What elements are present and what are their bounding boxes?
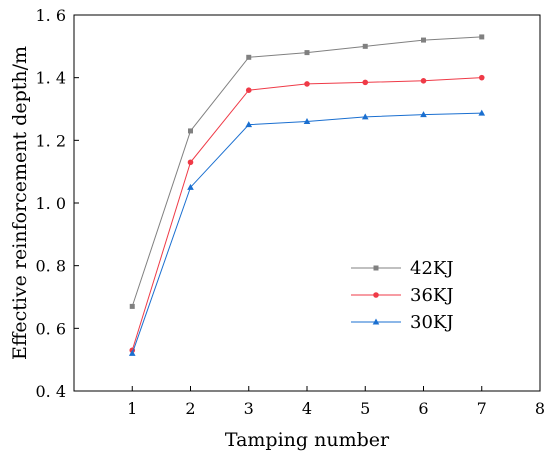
legend-label: 36KJ xyxy=(410,285,454,306)
y-tick-label: 0. 4 xyxy=(35,382,66,401)
x-tick-label: 2 xyxy=(185,399,195,418)
series-30KJ xyxy=(128,109,486,356)
y-tick-label: 1. 0 xyxy=(35,194,66,213)
y-axis-title: Effective reinforcement depth/m xyxy=(9,46,31,360)
series-layer xyxy=(128,34,486,356)
x-tick-label: 7 xyxy=(477,399,487,418)
legend-marker xyxy=(372,318,380,325)
data-point-30KJ xyxy=(245,121,253,128)
x-tick-label: 8 xyxy=(535,399,545,418)
x-tick-label: 6 xyxy=(418,399,428,418)
series-36KJ xyxy=(129,74,485,354)
legend-label: 42KJ xyxy=(410,258,454,279)
data-point-36KJ xyxy=(420,78,427,84)
data-point-42KJ xyxy=(129,303,135,309)
data-point-36KJ xyxy=(187,159,194,166)
axis-ticks: 1 2 3 4 5 6 7 8 0. 4 0. 6 0. 8 1. 0 1. 2 1. 4 1. 6 xyxy=(35,6,545,418)
legend-item-30KJ: 30KJ xyxy=(351,312,454,333)
x-tick-label: 5 xyxy=(360,399,370,418)
data-point-42KJ xyxy=(362,43,368,49)
y-tick-label: 1. 4 xyxy=(35,69,66,88)
data-point-30KJ xyxy=(361,113,369,120)
data-point-36KJ xyxy=(362,79,369,86)
data-point-30KJ xyxy=(420,111,427,118)
y-tick-label: 1. 6 xyxy=(35,6,66,25)
data-point-36KJ xyxy=(304,81,310,87)
data-point-42KJ xyxy=(421,37,426,43)
legend-label: 30KJ xyxy=(410,312,454,333)
data-point-30KJ xyxy=(303,118,311,125)
legend: 42KJ 36KJ 30KJ xyxy=(351,258,454,333)
legend-item-42KJ: 42KJ xyxy=(351,258,454,279)
data-point-42KJ xyxy=(479,34,485,40)
y-tick-label: 0. 6 xyxy=(35,319,66,338)
x-axis-title: Tamping number xyxy=(225,429,390,451)
plot-frame xyxy=(73,14,541,392)
data-point-42KJ xyxy=(188,128,193,134)
data-point-42KJ xyxy=(304,50,310,56)
data-point-30KJ xyxy=(128,349,136,356)
legend-marker xyxy=(373,292,379,298)
data-point-42KJ xyxy=(246,54,252,60)
y-tick-label: 0. 8 xyxy=(35,257,66,276)
data-point-36KJ xyxy=(245,87,252,93)
x-tick-label: 3 xyxy=(244,399,254,418)
x-tick-label: 1 xyxy=(127,399,137,418)
legend-marker xyxy=(373,265,379,271)
x-tick-label: 4 xyxy=(302,399,312,418)
data-point-30KJ xyxy=(478,109,486,116)
legend-item-36KJ: 36KJ xyxy=(351,285,454,306)
y-tick-label: 1. 2 xyxy=(35,131,66,150)
data-point-30KJ xyxy=(187,183,194,190)
data-point-36KJ xyxy=(478,74,485,81)
series-42KJ xyxy=(129,34,485,309)
